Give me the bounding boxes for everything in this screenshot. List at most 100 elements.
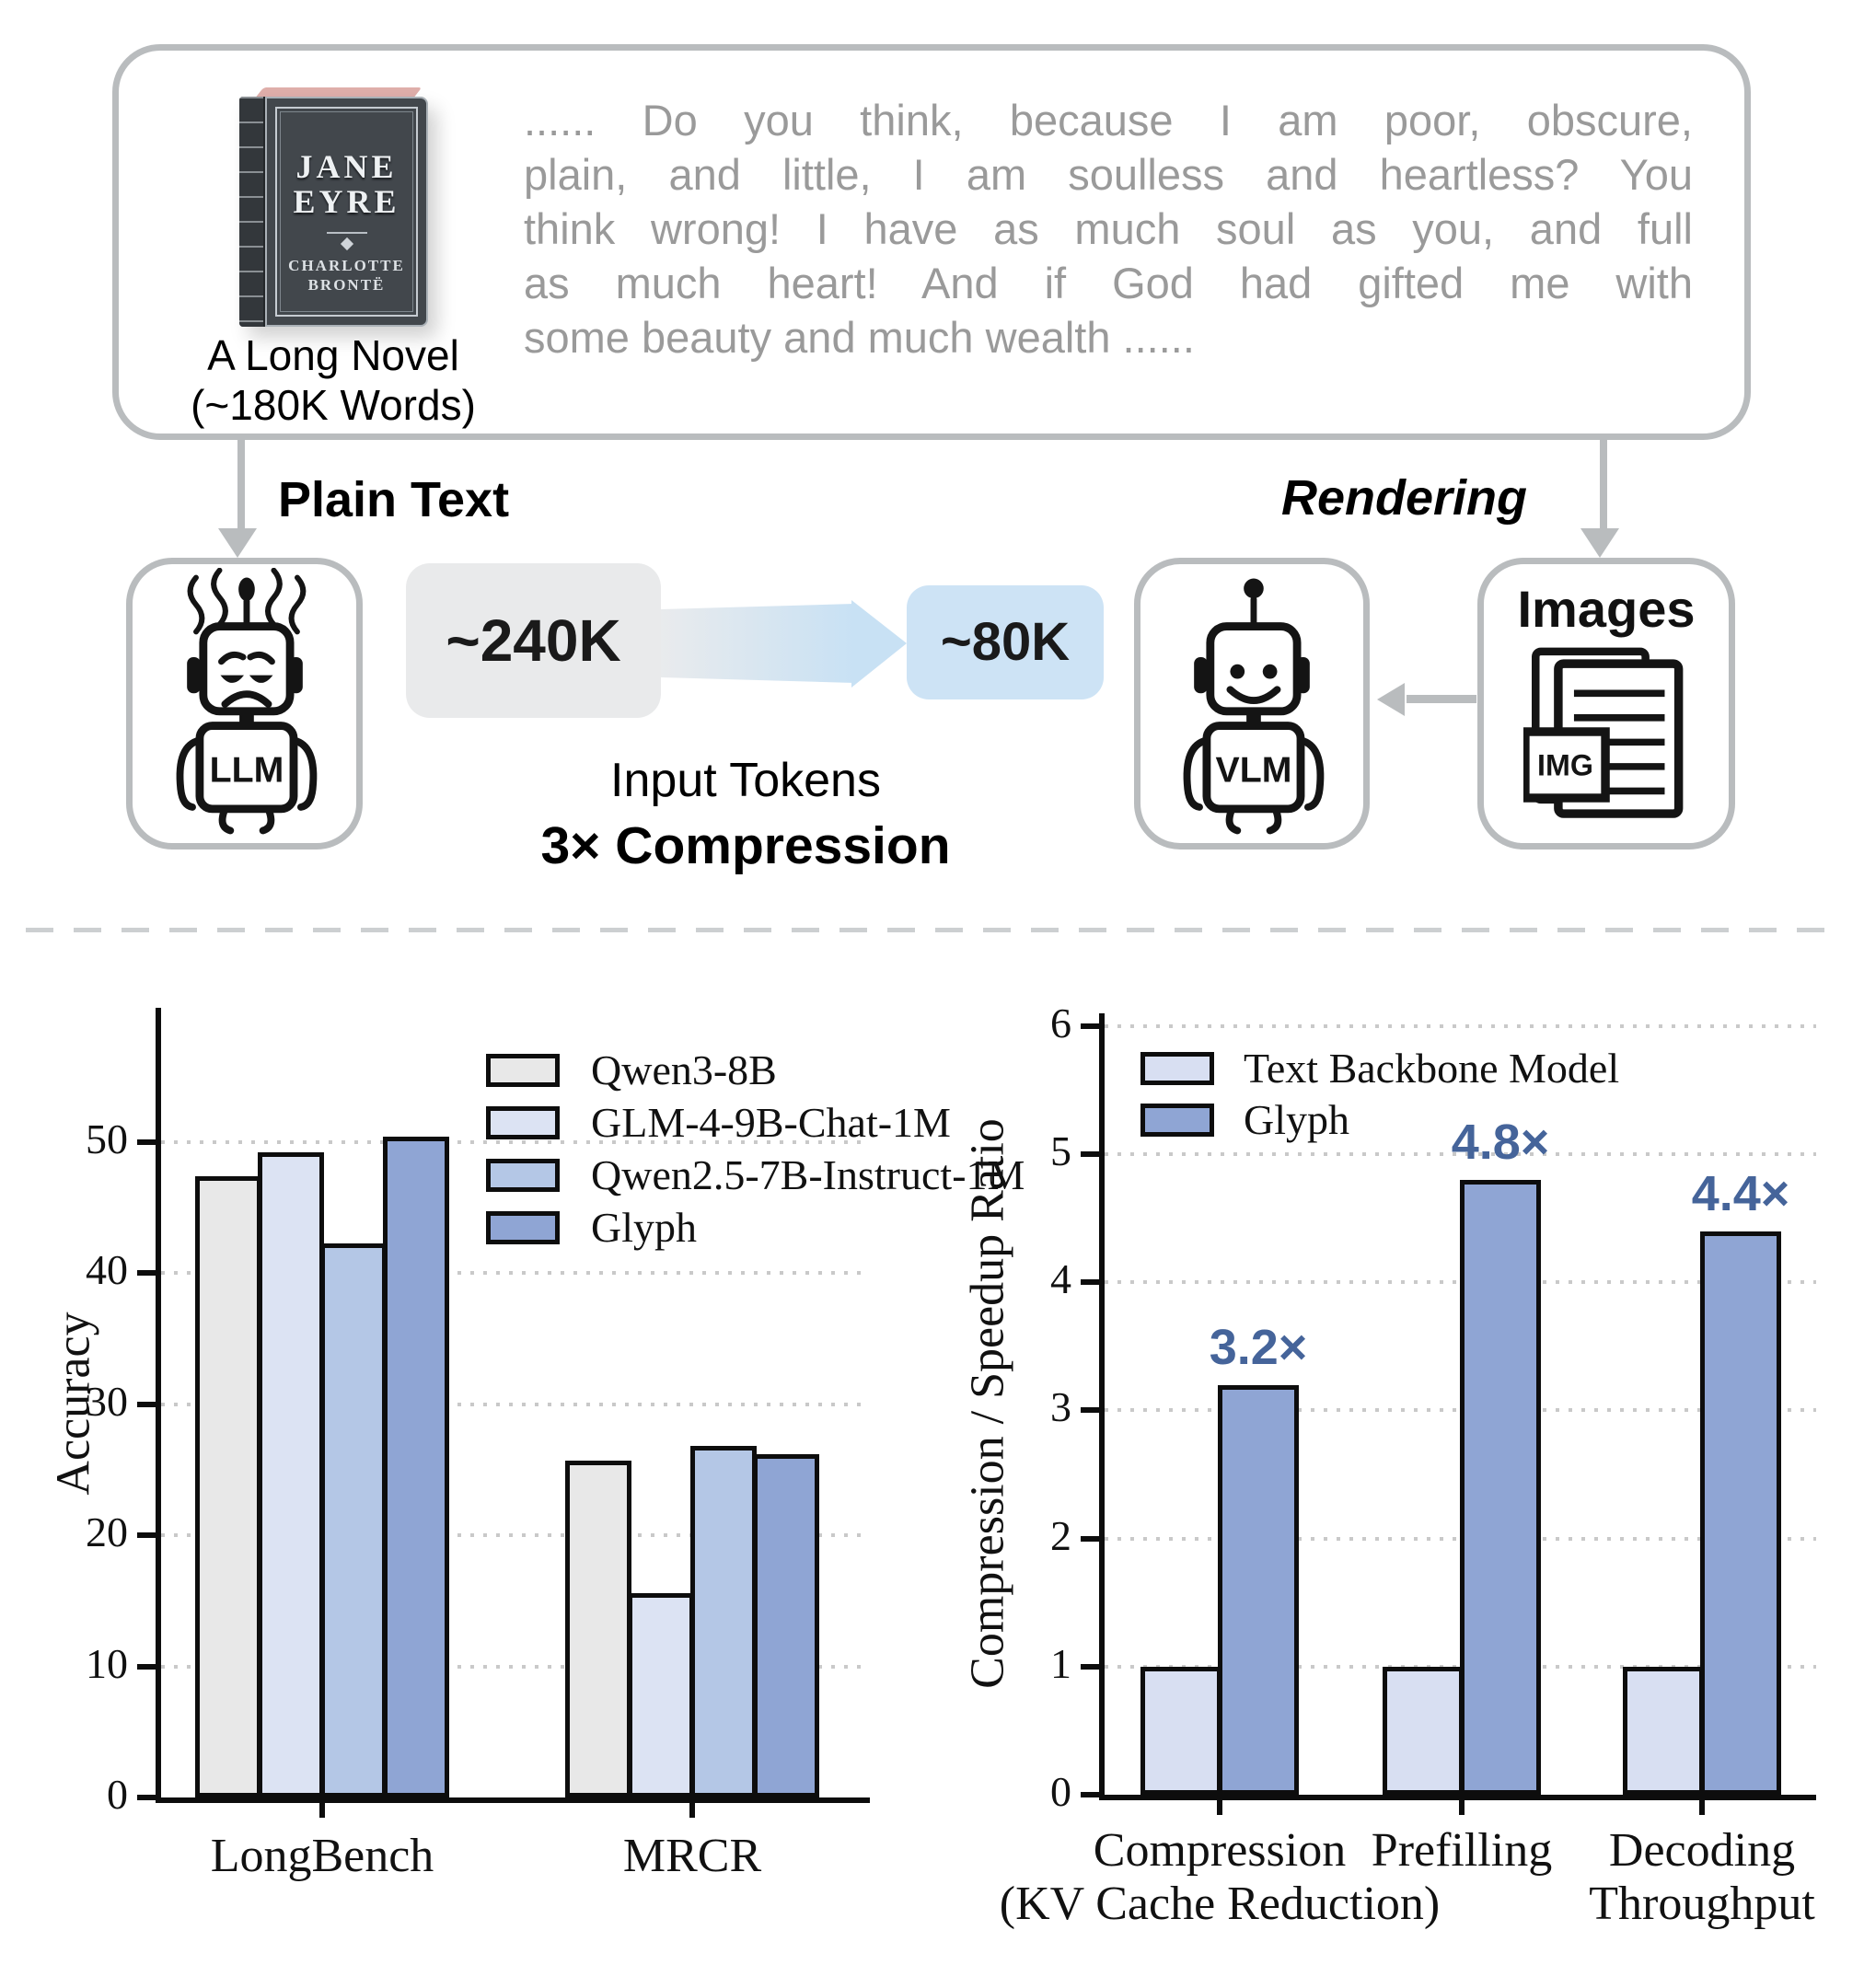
bar-glyph <box>1218 1384 1299 1795</box>
y-tick-label: 1 <box>1050 1639 1071 1687</box>
legend-swatch <box>1140 1052 1214 1085</box>
rendering-arrow-head <box>1580 528 1619 558</box>
bar-glyph <box>1700 1231 1781 1795</box>
y-tick-label: 5 <box>1050 1127 1071 1174</box>
bar-glyph <box>383 1137 449 1797</box>
bar-qwen3-8b <box>195 1176 261 1797</box>
book-caption: A Long Novel (~180K Words) <box>149 330 517 430</box>
plain-text-label: Plain Text <box>278 472 510 527</box>
llm-label: LLM <box>209 749 284 790</box>
excerpt-line: plain, and little, I am soulless and hea… <box>524 150 1693 199</box>
y-tick-label: 4 <box>1050 1255 1071 1303</box>
y-tick-mark <box>1081 1407 1099 1414</box>
y-tick-mark <box>1081 1663 1099 1670</box>
images-to-vlm-arrow-shaft <box>1407 695 1476 703</box>
img-badge-label: IMG <box>1537 748 1593 781</box>
book-front-cover: JANE EYRE CHARLOTTE BRONTË <box>265 97 428 327</box>
y-tick-mark <box>1081 1535 1099 1542</box>
book-author-line: BRONTË <box>307 276 386 294</box>
bar-glyph <box>753 1453 819 1797</box>
bar-value-label: 4.8× <box>1451 1114 1550 1170</box>
bar-value-label: 4.4× <box>1691 1165 1790 1221</box>
llm-node-box: LLM <box>126 558 363 850</box>
x-category-label: MRCR <box>622 1830 762 1882</box>
y-tick-label: 0 <box>1050 1768 1071 1815</box>
bar-glm-4-9b-chat-1m <box>258 1152 324 1797</box>
book-spine <box>239 97 265 327</box>
excerpt-line: think wrong! I have as much soul as you,… <box>524 204 1693 253</box>
gridline <box>161 1402 870 1406</box>
legend-swatch <box>486 1054 560 1087</box>
dashed-divider <box>26 928 1837 932</box>
x-category-label: Prefilling <box>1371 1824 1553 1877</box>
legend-swatch <box>486 1211 560 1244</box>
bar-qwen2-5-7b-instruct-1m <box>690 1446 757 1797</box>
x-axis-spine <box>1099 1795 1816 1800</box>
y-tick-mark <box>137 1401 156 1407</box>
legend-label: Glyph <box>1244 1096 1349 1143</box>
gridline <box>1105 1152 1816 1156</box>
y-tick-mark <box>1081 1151 1099 1157</box>
y-tick-label: 0 <box>107 1771 128 1818</box>
bar-value-label: 3.2× <box>1209 1319 1308 1375</box>
input-tokens-label: Input Tokens <box>610 754 881 807</box>
book-title-line: EYRE <box>293 183 400 220</box>
bar-glyph <box>1460 1179 1541 1795</box>
compression-ratio-label: 3× Compression <box>540 816 951 875</box>
plain-text-arrow-shaft <box>237 440 245 530</box>
images-label: Images <box>1517 580 1696 638</box>
x-axis-spine <box>156 1797 870 1803</box>
gridline <box>161 1664 870 1669</box>
y-axis-spine <box>1099 1013 1105 1800</box>
speedup-bar-chart: 0 1 2 3 4 5 6 Compression (KV Cache Reduction) Pr… <box>934 999 1864 1988</box>
x-category-label: Compression <box>1093 1824 1347 1877</box>
x-category-label: (KV Cache Reduction) <box>999 1878 1441 1930</box>
y-tick-label: 20 <box>86 1508 128 1556</box>
legend-swatch <box>486 1159 560 1192</box>
legend-swatch <box>486 1106 560 1139</box>
gridline <box>161 1271 870 1276</box>
y-tick-mark <box>137 1663 156 1670</box>
images-to-vlm-arrow-head <box>1377 683 1405 716</box>
vlm-label: VLM <box>1216 749 1292 790</box>
y-tick-label: 30 <box>86 1377 128 1425</box>
y-tick-label: 6 <box>1050 999 1071 1046</box>
bar-qwen3-8b <box>565 1461 631 1797</box>
legend-label: Text Backbone Model <box>1244 1045 1620 1092</box>
book-caption-line: A Long Novel <box>207 331 459 379</box>
x-category-label: LongBench <box>210 1830 434 1882</box>
y-tick-mark <box>1081 1279 1099 1286</box>
compression-arrow <box>661 600 907 688</box>
bar-qwen2-5-7b-instruct-1m <box>320 1242 387 1797</box>
ornament-diamond-icon <box>340 237 353 251</box>
y-tick-label: 3 <box>1050 1383 1071 1431</box>
x-tick-mark <box>689 1803 695 1818</box>
gridline <box>161 1533 870 1538</box>
novel-example-panel: JANE EYRE CHARLOTTE BRONTË A Long Novel … <box>112 44 1751 440</box>
y-tick-mark <box>1081 1792 1099 1797</box>
y-tick-mark <box>137 1139 156 1145</box>
bar-text-backbone-model <box>1383 1666 1464 1795</box>
legend-label: Qwen3-8B <box>591 1046 777 1093</box>
gridline <box>161 1140 870 1144</box>
bar-text-backbone-model <box>1140 1666 1221 1795</box>
y-tick-label: 10 <box>86 1639 128 1687</box>
y-axis-title: Accuracy <box>47 1312 100 1496</box>
vlm-node-box: VLM <box>1134 558 1370 850</box>
y-tick-mark <box>1081 1023 1099 1029</box>
images-node-box: Images IMG <box>1477 558 1735 850</box>
legend-swatch <box>1140 1104 1214 1137</box>
book-title-line: JANE <box>295 148 398 185</box>
legend-label: Glyph <box>591 1204 697 1251</box>
vlm-robot-happy-icon: VLM <box>1183 578 1325 835</box>
legend-label: Qwen2.5-7B-Instruct-1M <box>591 1151 1025 1198</box>
bar-glm-4-9b-chat-1m <box>628 1592 694 1797</box>
x-tick-mark <box>1699 1800 1705 1815</box>
x-tick-mark <box>319 1803 325 1818</box>
book-body: JANE EYRE CHARLOTTE BRONTË <box>239 97 428 327</box>
y-tick-mark <box>137 1532 156 1539</box>
y-tick-mark <box>137 1270 156 1277</box>
excerpt-line: as much heart! And if God had gifted me … <box>524 259 1693 307</box>
rendering-label: Rendering <box>1281 470 1528 526</box>
